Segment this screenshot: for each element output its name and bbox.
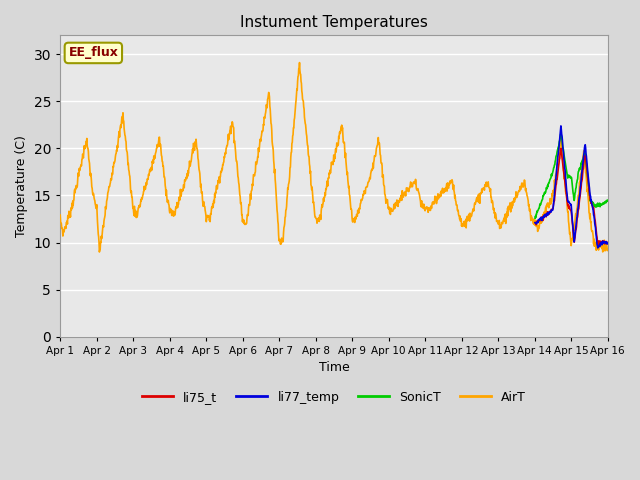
X-axis label: Time: Time <box>319 361 349 374</box>
Legend: li75_t, li77_temp, SonicT, AirT: li75_t, li77_temp, SonicT, AirT <box>137 386 531 409</box>
Bar <box>60 148 608 195</box>
Title: Instument Temperatures: Instument Temperatures <box>240 15 428 30</box>
Text: EE_flux: EE_flux <box>68 47 118 60</box>
Y-axis label: Temperature (C): Temperature (C) <box>15 135 28 237</box>
